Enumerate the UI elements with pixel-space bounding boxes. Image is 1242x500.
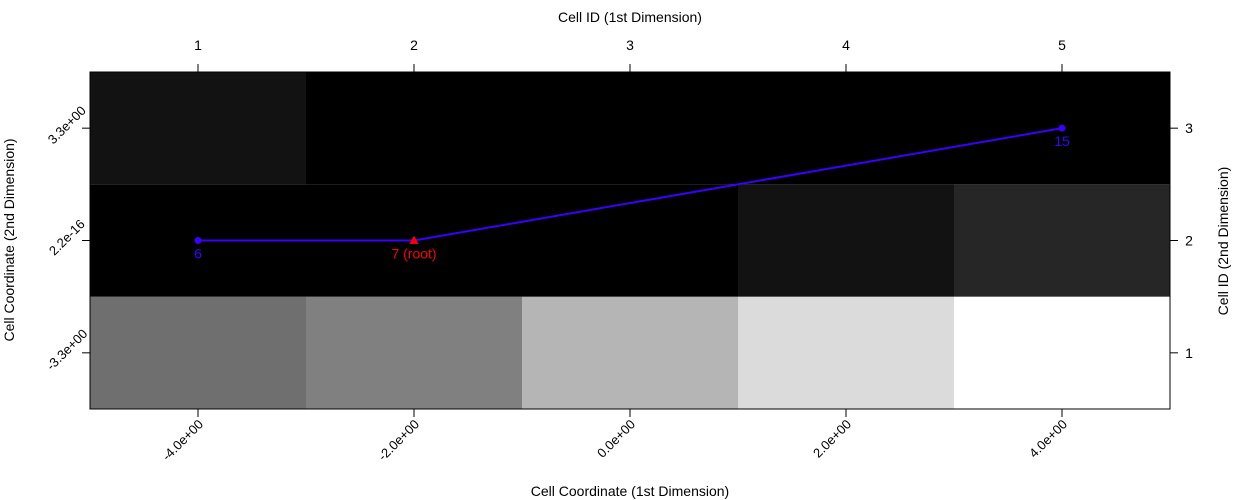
heatmap-cell [522, 72, 738, 185]
path-point-label: 6 [194, 246, 202, 262]
bottom-tick-label: -4.0e+00 [159, 417, 206, 464]
axis-ticks [82, 64, 1178, 417]
top-tick-label: 5 [1058, 37, 1066, 53]
top-tick-label: 3 [626, 37, 634, 53]
left-tick-label: 2.2e-16 [46, 216, 88, 258]
bottom-tick-label: 0.0e+00 [594, 417, 638, 461]
top-axis-title: Cell ID (1st Dimension) [558, 9, 702, 25]
bottom-axis-title: Cell Coordinate (1st Dimension) [531, 483, 729, 499]
right-tick-label: 3 [1185, 120, 1193, 136]
path-layer: 6 7 (root) 15 [194, 124, 1070, 262]
heatmap-cells [90, 72, 1170, 409]
root-marker [409, 235, 419, 244]
left-axis-title: Cell Coordinate (2nd Dimension) [1, 138, 17, 341]
heatmap-cell [306, 72, 522, 185]
path-point-marker [1058, 124, 1066, 132]
path-point-label: 15 [1054, 133, 1070, 149]
heatmap-cell [522, 184, 738, 297]
heatmap-cell [738, 72, 954, 185]
left-tick-label: -3.3e+00 [43, 326, 90, 373]
bottom-tick-label: 4.0e+00 [1026, 417, 1070, 461]
heatmap-cell [306, 296, 522, 409]
heatmap-cell [90, 296, 306, 409]
right-tick-label: 2 [1185, 233, 1193, 249]
heatmap-cell [954, 296, 1170, 409]
bottom-tick-label: 2.0e+00 [810, 417, 854, 461]
bottom-tick-label: -2.0e+00 [375, 417, 422, 464]
top-tick-label: 4 [842, 37, 850, 53]
heatmap-cell [954, 184, 1170, 297]
top-tick-label: 2 [410, 37, 418, 53]
right-tick-label: 1 [1185, 345, 1193, 361]
left-tick-label: 3.3e+00 [45, 103, 89, 147]
path-point-marker [194, 237, 202, 244]
heatmap-cell [522, 296, 738, 409]
right-axis-title: Cell ID (2nd Dimension) [1215, 167, 1231, 316]
top-tick-label: 1 [194, 37, 202, 53]
heatmap-cell [738, 184, 954, 297]
heatmap-cell [90, 72, 306, 185]
heatmap-cell [738, 296, 954, 409]
root-point-label: 7 (root) [391, 246, 436, 262]
